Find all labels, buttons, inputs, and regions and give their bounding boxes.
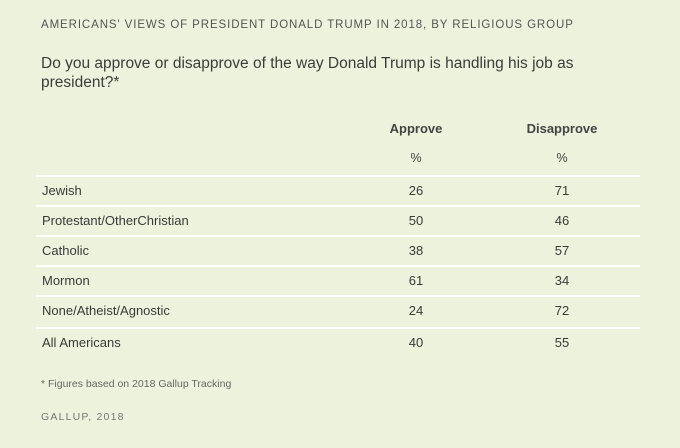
row-label: Catholic [42, 243, 89, 258]
column-header-approve: Approve [389, 121, 443, 136]
column-unit-approve: % [410, 151, 422, 165]
row-label: None/Atheist/Agnostic [42, 303, 170, 318]
disapprove-value: 55 [554, 335, 570, 350]
approve-value: 24 [408, 303, 424, 318]
column-header-disapprove: Disapprove [526, 121, 598, 136]
disapprove-value: 34 [554, 273, 570, 288]
row-label: Jewish [42, 183, 82, 198]
approve-value: 26 [408, 183, 424, 198]
question-text: Do you approve or disapprove of the way … [41, 55, 574, 91]
source-credit: GALLUP, 2018 [41, 411, 125, 423]
disapprove-value: 71 [554, 183, 570, 198]
table-row: Jewish 26 71 [36, 175, 640, 206]
footnote: * Figures based on 2018 Gallup Tracking [41, 378, 232, 390]
column-unit-disapprove: % [556, 151, 568, 165]
disapprove-value: 57 [554, 243, 570, 258]
row-label: Protestant/OtherChristian [42, 213, 189, 228]
table-row: All Americans 40 55 [36, 327, 640, 358]
table-row: Protestant/OtherChristian 50 46 [36, 205, 640, 236]
row-label: Mormon [42, 273, 90, 288]
disapprove-value: 72 [554, 303, 570, 318]
approve-value: 50 [408, 213, 424, 228]
table-row: Catholic 38 57 [36, 235, 640, 266]
chart-title: AMERICANS' VIEWS OF PRESIDENT DONALD TRU… [41, 19, 574, 31]
approve-value: 61 [408, 273, 424, 288]
table-row: None/Atheist/Agnostic 24 72 [36, 295, 640, 326]
disapprove-value: 46 [554, 213, 570, 228]
approve-value: 40 [408, 335, 424, 350]
approve-value: 38 [408, 243, 424, 258]
row-label: All Americans [42, 335, 121, 350]
table-row: Mormon 61 34 [36, 265, 640, 296]
